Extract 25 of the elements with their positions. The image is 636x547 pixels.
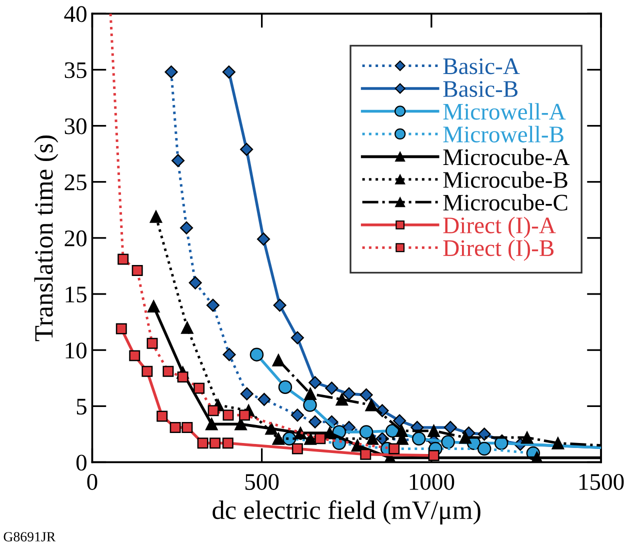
text: G8691JR [4, 532, 56, 542]
y-tick-label: 5 [76, 398, 86, 415]
y-tick-label: 15 [66, 286, 86, 302]
y-tick-label: 0 [76, 454, 86, 471]
legend-label: Direct (I)-B [443, 240, 554, 261]
y-tick-label: 35 [64, 62, 86, 78]
legend-label: Microwell-A [443, 103, 566, 120]
x-tick-label: 0 [87, 474, 98, 490]
legend-label: Microwell-B [443, 126, 564, 142]
x-tick-label: 1000 [410, 474, 454, 490]
legend-label: Microcube-C [443, 194, 568, 211]
legend-label: Direct (I)-A [443, 216, 556, 238]
y-tick-label: 40 [64, 6, 86, 22]
x-axis-title: dc electric field (mV/μm) [212, 500, 480, 525]
y-tick-label: 10 [66, 342, 86, 359]
legend-label: Microcube-A [443, 148, 570, 166]
x-tick-label: 500 [245, 474, 279, 490]
legend-label: Microcube-B [443, 171, 568, 188]
legend-label: Basic-B [443, 81, 518, 97]
y-tick-label: 30 [64, 118, 86, 134]
y-tick-label: 25 [64, 174, 86, 190]
y-tick-label: 20 [64, 230, 86, 246]
x-tick-label: 1500 [579, 474, 624, 490]
legend-label: Basic-A [443, 58, 520, 74]
y-axis-title: Translation time (s) [34, 136, 58, 342]
